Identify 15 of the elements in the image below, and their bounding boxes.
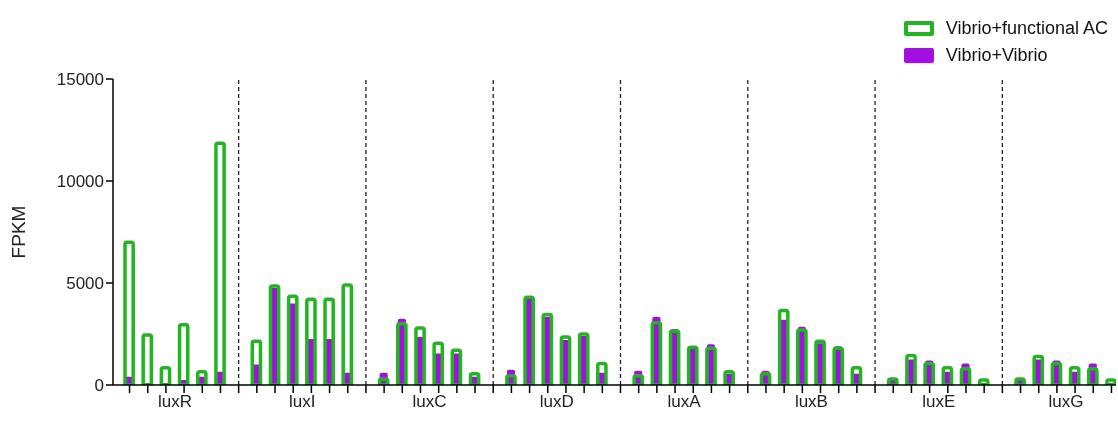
x-tick-label: luxG bbox=[1048, 392, 1084, 411]
y-tick-label: 5000 bbox=[66, 274, 104, 294]
x-tick-label: luxC bbox=[412, 392, 447, 411]
x-tick-label: luxB bbox=[794, 392, 828, 411]
y-tick-label: 10000 bbox=[56, 172, 104, 192]
x-tick-label: luxE bbox=[922, 392, 956, 411]
y-axis-title: FPKM bbox=[7, 205, 29, 259]
y-tick-label: 15000 bbox=[56, 70, 104, 90]
x-tick-label: luxA bbox=[667, 392, 702, 411]
y-tick-label: 0 bbox=[94, 376, 104, 396]
x-tick-label: luxR bbox=[158, 392, 193, 411]
legend-label: Vibrio+Vibrio bbox=[945, 45, 1048, 66]
x-tick-label: luxD bbox=[539, 392, 574, 411]
legend-label: Vibrio+functional AC bbox=[945, 18, 1108, 39]
x-tick-label: luxI bbox=[289, 392, 316, 411]
